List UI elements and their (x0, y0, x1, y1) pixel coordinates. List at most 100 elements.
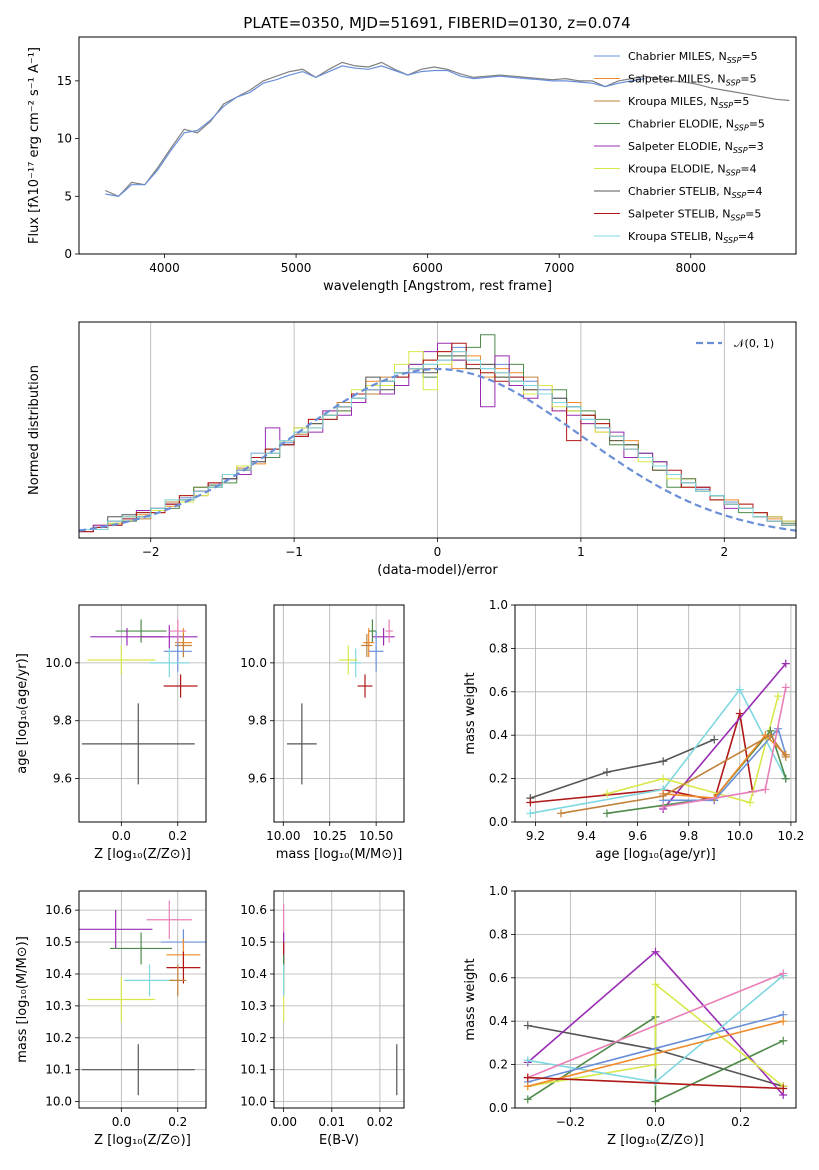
error-bar-point (169, 964, 187, 997)
weight-series (523, 1017, 788, 1091)
x-tick-label: 6000 (412, 261, 443, 275)
weight-marker (781, 683, 790, 692)
x-axis-label: (data-model)/error (377, 563, 498, 578)
y-tick-label: 0.2 (489, 772, 508, 786)
error-bar-point (368, 631, 384, 672)
axes-frame (78, 604, 207, 823)
x-tick-label: 0.2 (731, 1115, 750, 1129)
legend: Chabrier MILES, NSSP=5 Salpeter MILES, NS… (594, 50, 765, 245)
x-tick-label: 9.2 (526, 829, 545, 843)
y-tick-label: 10.0 (240, 656, 267, 670)
x-tick-label: 9.4 (577, 829, 596, 843)
y-tick-label: 10.0 (45, 656, 72, 670)
weight-marker (779, 1084, 788, 1093)
y-tick-label: 10.5 (240, 935, 267, 949)
normal-curve (78, 367, 797, 532)
weight-marker (781, 774, 790, 783)
x-tick-label: −2 (142, 545, 160, 559)
x-tick-label: 0.0 (112, 1115, 131, 1129)
weight-line (527, 1013, 784, 1083)
weight-marker (766, 731, 775, 740)
x-tick-label: −1 (285, 545, 303, 559)
x-tick-label: 4000 (149, 261, 180, 275)
plot-area (287, 619, 395, 785)
error-bar-point (146, 900, 192, 939)
y-tick-label: 15 (57, 74, 72, 88)
weight-series (556, 731, 790, 818)
legend-label: Kroupa ELODIE, NSSP=4 (628, 163, 757, 178)
weight-marker (761, 785, 770, 794)
y-axis-label: mass [log₁₀(M/M⊙)] (15, 936, 30, 1063)
y-tick-label: 10.6 (240, 903, 267, 917)
y-tick-label: 9.8 (53, 714, 72, 728)
legend-label: Chabrier STELIB, NSSP=4 (628, 185, 762, 200)
weight-marker (602, 809, 611, 818)
y-tick-label: 0.8 (489, 641, 508, 655)
y-tick-label: 10.1 (240, 1063, 267, 1077)
error-bar-point (361, 633, 373, 658)
weight-marker (659, 774, 668, 783)
weight-marker (659, 802, 668, 811)
x-tick-label: 9.8 (679, 829, 698, 843)
x-axis-label: Z [log₁₀(Z/Z⊙)] (94, 847, 191, 862)
x-axis-label: wavelength [Angstrom, rest frame] (323, 279, 552, 294)
x-tick-label: 0.00 (270, 1115, 297, 1129)
error-bar-point (169, 619, 187, 643)
y-tick-label: 10.5 (45, 935, 72, 949)
histogram-step (79, 351, 796, 530)
legend-label: Chabrier ELODIE, NSSP=5 (628, 118, 765, 133)
weight-marker (735, 709, 744, 718)
x-axis-label: mass [log₁₀(M/M⊙)] (276, 847, 403, 862)
error-bar-point (385, 619, 393, 643)
legend-label: Salpeter MILES, NSSP=5 (628, 73, 757, 88)
spectrum-line (105, 61, 790, 198)
x-axis-label: E(B-V) (319, 1133, 359, 1148)
weight-line (527, 982, 784, 1088)
y-tick-label: 9.6 (53, 772, 72, 786)
weight-line (527, 1076, 784, 1090)
legend-label: Chabrier MILES, NSSP=5 (628, 50, 758, 65)
error-bar-point (81, 1044, 195, 1096)
x-tick-label: 0.0 (112, 829, 131, 843)
weight-marker (651, 1077, 660, 1086)
plot-area (79, 900, 206, 1096)
weight-line (527, 972, 784, 1079)
y-axis-label: mass weight (463, 672, 478, 754)
weight-marker (659, 791, 668, 800)
grid (79, 605, 206, 822)
weight-line (606, 695, 779, 804)
x-tick-label: 9.6 (628, 829, 647, 843)
y-tick-label: 10.0 (240, 1095, 267, 1109)
error-bar-point (115, 619, 167, 643)
weight-line (530, 713, 754, 804)
weight-line (530, 688, 787, 815)
legend-label: 𝒩(0, 1) (734, 337, 774, 350)
plot-area (526, 659, 790, 818)
error-bar-point (79, 910, 153, 949)
y-tick-label: 5 (64, 189, 72, 203)
axes-frame (273, 604, 405, 823)
x-tick-label: 1 (577, 545, 585, 559)
y-tick-label: 10.3 (240, 999, 267, 1013)
weight-marker (523, 1021, 532, 1030)
x-tick-label: 10.2 (778, 829, 805, 843)
weight-line (527, 1020, 784, 1088)
weight-marker (651, 947, 660, 956)
axes-age_mass_weight: 9.2 9.4 9.6 9.8 10.0 10.2 0.0 0.2 0.4 0.6 0.8 1.0 ag… (463, 598, 804, 862)
y-tick-label: 10.1 (45, 1063, 72, 1077)
weight-marker (779, 969, 788, 978)
x-axis-label: Z [log₁₀(Z/Z⊙)] (94, 1133, 191, 1148)
axes-ebv_vs_mass: 0.00 0.01 0.02 10.0 10.1 10.2 10.3 10.4 10.5 10.6… (240, 890, 405, 1148)
plot-area (283, 903, 398, 1096)
y-tick-label: 10.3 (45, 999, 72, 1013)
weight-marker (556, 809, 565, 818)
weight-marker (774, 692, 783, 701)
weight-series (659, 683, 790, 811)
error-bar-point (87, 977, 156, 1022)
weight-line (663, 734, 787, 799)
y-tick-label: 0 (64, 247, 72, 261)
y-tick-label: 0.2 (489, 1058, 508, 1072)
spectrum-line (105, 65, 645, 197)
x-tick-label: 2 (720, 545, 728, 559)
